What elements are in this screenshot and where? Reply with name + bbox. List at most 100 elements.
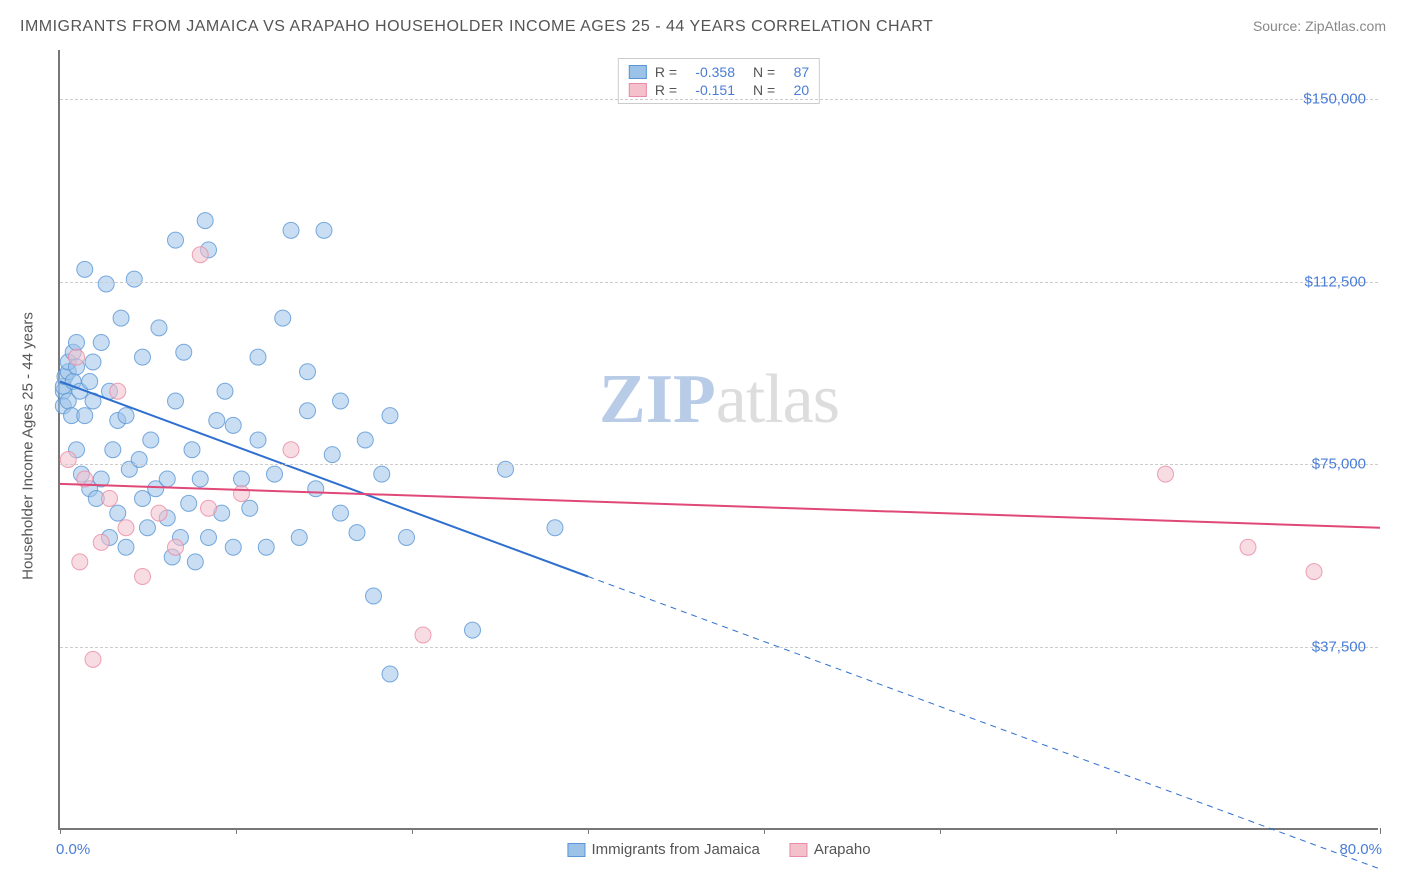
legend-swatch <box>567 843 585 857</box>
legend-swatch <box>629 83 647 97</box>
legend-swatch <box>629 65 647 79</box>
data-point <box>465 622 481 638</box>
trend-line <box>60 382 588 577</box>
x-tick <box>412 828 413 834</box>
data-point <box>234 471 250 487</box>
y-tick-label: $112,500 <box>1305 273 1366 290</box>
n-value: 87 <box>783 64 809 80</box>
correlation-chart: IMMIGRANTS FROM JAMAICA VS ARAPAHO HOUSE… <box>0 0 1406 892</box>
data-point <box>1158 466 1174 482</box>
data-point <box>399 530 415 546</box>
data-point <box>333 505 349 521</box>
data-point <box>69 335 85 351</box>
y-tick-label: $75,000 <box>1312 456 1366 473</box>
data-point <box>168 393 184 409</box>
data-point <box>93 335 109 351</box>
data-point <box>225 539 241 555</box>
data-point <box>283 442 299 458</box>
data-point <box>283 222 299 238</box>
x-max-label: 80.0% <box>1339 841 1382 858</box>
data-point <box>192 247 208 263</box>
data-point <box>217 383 233 399</box>
data-point <box>201 500 217 516</box>
r-label: R = <box>655 82 677 98</box>
data-point <box>184 442 200 458</box>
data-point <box>77 261 93 277</box>
data-point <box>250 432 266 448</box>
x-tick <box>764 828 765 834</box>
n-value: 20 <box>783 82 809 98</box>
data-point <box>98 276 114 292</box>
x-tick <box>1116 828 1117 834</box>
data-point <box>118 539 134 555</box>
data-point <box>110 383 126 399</box>
legend-series: Immigrants from JamaicaArapaho <box>567 841 870 858</box>
data-point <box>267 466 283 482</box>
data-point <box>197 213 213 229</box>
data-point <box>168 232 184 248</box>
data-point <box>382 408 398 424</box>
data-point <box>181 495 197 511</box>
n-label: N = <box>753 82 775 98</box>
data-point <box>118 520 134 536</box>
n-label: N = <box>753 64 775 80</box>
chart-title: IMMIGRANTS FROM JAMAICA VS ARAPAHO HOUSE… <box>20 18 933 36</box>
data-point <box>85 651 101 667</box>
data-point <box>374 466 390 482</box>
gridline-h <box>60 647 1378 648</box>
data-point <box>225 417 241 433</box>
data-point <box>135 349 151 365</box>
legend-series-label: Immigrants from Jamaica <box>591 841 759 858</box>
data-point <box>93 534 109 550</box>
data-point <box>135 569 151 585</box>
data-point <box>250 349 266 365</box>
data-point <box>105 442 121 458</box>
y-tick-label: $150,000 <box>1303 90 1366 107</box>
data-point <box>168 539 184 555</box>
r-label: R = <box>655 64 677 80</box>
plot-svg <box>60 50 1378 828</box>
data-point <box>300 364 316 380</box>
data-point <box>275 310 291 326</box>
legend-stats: R =-0.358N =87R =-0.151N =20 <box>618 58 820 104</box>
data-point <box>110 505 126 521</box>
data-point <box>316 222 332 238</box>
legend-stat-row: R =-0.151N =20 <box>629 81 809 99</box>
data-point <box>1240 539 1256 555</box>
data-point <box>291 530 307 546</box>
data-point <box>102 491 118 507</box>
data-point <box>201 530 217 546</box>
x-tick <box>588 828 589 834</box>
data-point <box>192 471 208 487</box>
data-point <box>547 520 563 536</box>
gridline-h <box>60 282 1378 283</box>
data-point <box>151 505 167 521</box>
data-point <box>159 471 175 487</box>
x-min-label: 0.0% <box>56 841 90 858</box>
data-point <box>139 520 155 536</box>
data-point <box>324 447 340 463</box>
data-point <box>143 432 159 448</box>
data-point <box>113 310 129 326</box>
data-point <box>415 627 431 643</box>
data-point <box>187 554 203 570</box>
x-tick <box>940 828 941 834</box>
source-label: Source: <box>1253 18 1301 34</box>
x-tick <box>236 828 237 834</box>
x-tick <box>60 828 61 834</box>
source-credit: Source: ZipAtlas.com <box>1253 18 1386 34</box>
trend-line <box>60 484 1380 528</box>
data-point <box>300 403 316 419</box>
data-point <box>366 588 382 604</box>
gridline-h <box>60 464 1378 465</box>
data-point <box>85 354 101 370</box>
data-point <box>349 525 365 541</box>
data-point <box>382 666 398 682</box>
data-point <box>258 539 274 555</box>
data-point <box>82 374 98 390</box>
r-value: -0.358 <box>685 64 735 80</box>
data-point <box>151 320 167 336</box>
plot-area: ZIPatlas R =-0.358N =87R =-0.151N =20 0.… <box>58 50 1378 830</box>
trend-line-extrapolated <box>588 577 1380 870</box>
gridline-h <box>60 99 1378 100</box>
